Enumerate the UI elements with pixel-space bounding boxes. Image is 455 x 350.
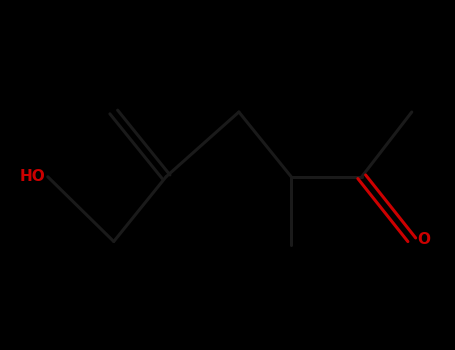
Text: O: O [417, 232, 430, 247]
Text: HO: HO [20, 169, 46, 184]
